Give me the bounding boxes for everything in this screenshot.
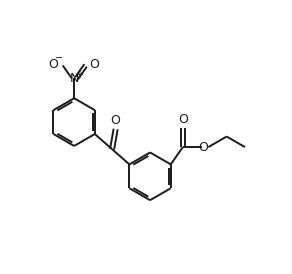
Text: O: O	[111, 114, 121, 127]
Text: O: O	[49, 58, 59, 70]
Text: O: O	[198, 141, 208, 154]
Text: N: N	[69, 72, 79, 85]
Text: −: −	[55, 53, 63, 63]
Text: O: O	[178, 113, 188, 125]
Text: O: O	[90, 58, 100, 70]
Text: +: +	[75, 70, 83, 80]
